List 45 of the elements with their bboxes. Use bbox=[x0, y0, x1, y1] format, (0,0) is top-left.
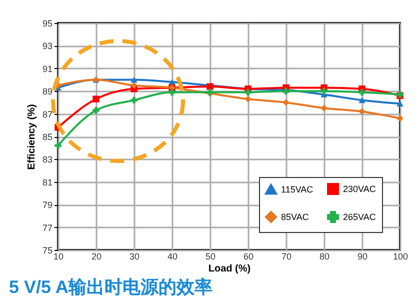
point bbox=[396, 114, 404, 122]
point bbox=[358, 108, 366, 115]
point bbox=[54, 142, 62, 149]
y-tick-label: 77 bbox=[42, 222, 52, 233]
x-tick-label: 90 bbox=[357, 252, 368, 262]
text: 5 V/5 A输出时电源的效率 bbox=[8, 277, 212, 297]
y-tick-label: 75 bbox=[42, 246, 52, 256]
legend-label: 85VAC bbox=[281, 212, 310, 222]
x-tick-label: 70 bbox=[281, 252, 292, 262]
x-axis-title: Load (%) bbox=[208, 264, 251, 274]
y-tick-label: 81 bbox=[42, 177, 52, 188]
legend-label: 265VAC bbox=[343, 212, 376, 222]
y-tick-label: 89 bbox=[42, 86, 52, 97]
point bbox=[92, 107, 100, 114]
point bbox=[358, 88, 366, 96]
x-tick-label: 10 bbox=[53, 252, 64, 262]
point bbox=[396, 100, 404, 106]
y-tick-label: 95 bbox=[42, 18, 52, 28]
y-axis-title: Efficiency (%) bbox=[26, 104, 38, 170]
point bbox=[130, 76, 138, 83]
legend-label: 115VAC bbox=[281, 184, 314, 194]
x-tick-label: 20 bbox=[91, 252, 102, 262]
x-tick-label: 50 bbox=[205, 252, 216, 262]
point bbox=[244, 88, 252, 96]
point bbox=[130, 82, 138, 89]
x-tick-label: 80 bbox=[319, 252, 330, 262]
y-tick-label: 87 bbox=[42, 109, 52, 120]
point bbox=[358, 97, 366, 104]
y-tick-label: 85 bbox=[42, 132, 52, 142]
y-tick-label: 79 bbox=[42, 200, 52, 210]
x-tick-label: 100 bbox=[392, 252, 408, 262]
x-tick-label: 30 bbox=[129, 252, 140, 262]
point bbox=[244, 96, 252, 102]
x-tick-label: 60 bbox=[243, 252, 254, 262]
point bbox=[282, 99, 290, 106]
point bbox=[320, 104, 328, 112]
x-tick-label: 40 bbox=[167, 252, 178, 262]
point bbox=[320, 88, 328, 94]
point bbox=[92, 96, 100, 102]
y-tick-label: 91 bbox=[42, 64, 52, 74]
y-tick-label: 93 bbox=[42, 41, 52, 52]
point bbox=[130, 96, 138, 104]
point bbox=[168, 88, 176, 96]
y-tick-label: 83 bbox=[42, 154, 52, 165]
legend-label: 230VAC bbox=[343, 184, 376, 194]
